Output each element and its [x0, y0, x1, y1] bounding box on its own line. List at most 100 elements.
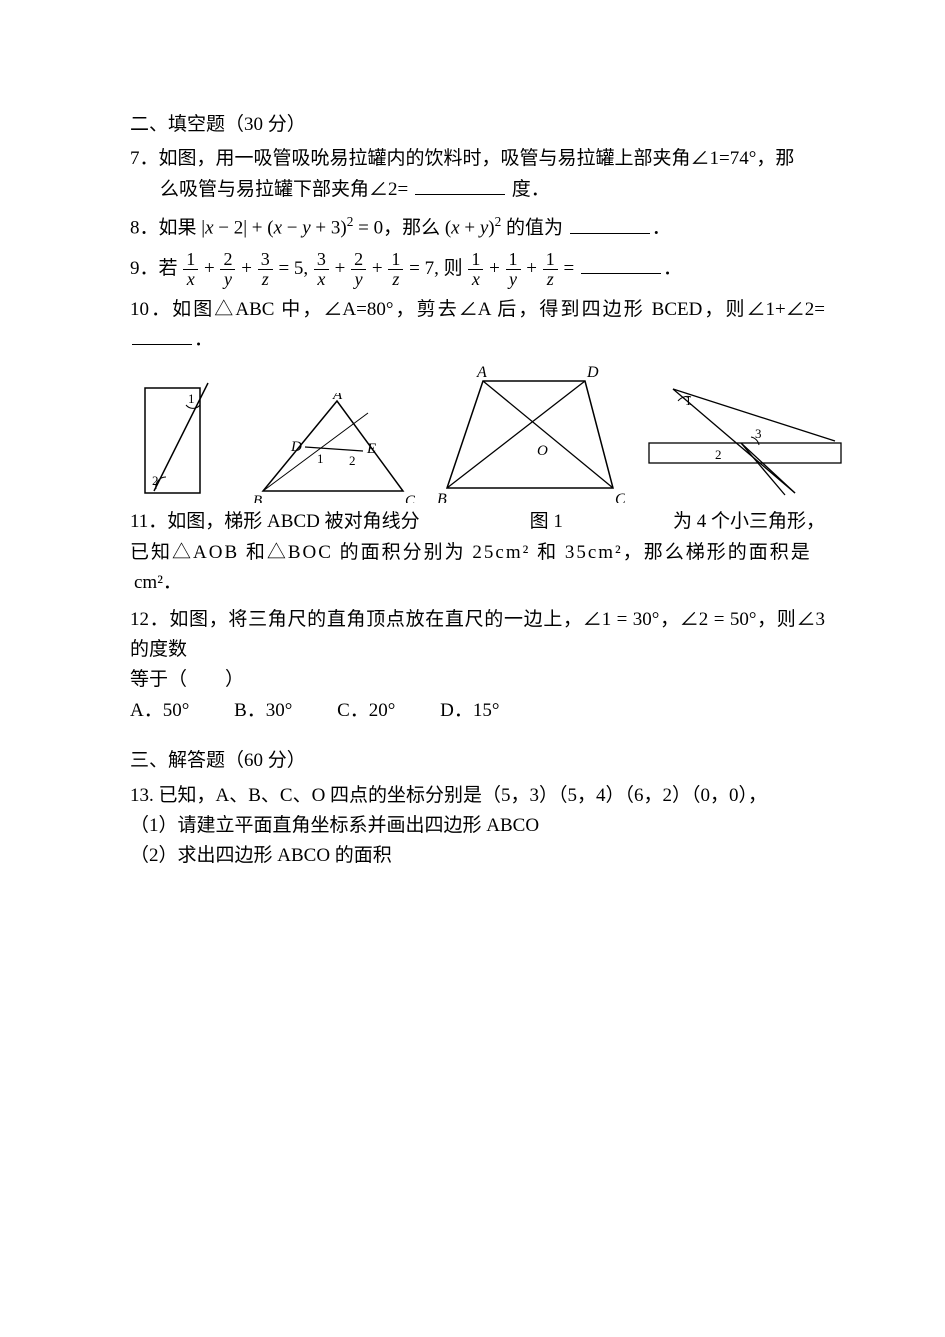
q7-line1: 7．如图，用一吸管吸吮易拉罐内的饮料时，吸管与易拉罐上部夹角∠1=74°，那 [130, 148, 794, 169]
q9-f8: 1y [506, 250, 521, 289]
svg-text:1: 1 [685, 393, 692, 408]
q8-t4: + [460, 218, 480, 239]
svg-text:B: B [437, 491, 447, 503]
q12-optA: A．50° [130, 696, 189, 726]
svg-text:D: D [290, 439, 302, 455]
fig4-svg: 1 3 2 [645, 383, 845, 503]
q9-f6n: 1 [388, 250, 403, 270]
q9-f4n: 3 [314, 250, 329, 270]
svg-text:C: C [405, 493, 415, 503]
q11-right: 为 4 个小三角形， [673, 507, 825, 537]
q9-f9d: z [543, 270, 558, 289]
q8-end: ． [652, 218, 671, 239]
svg-text:A: A [332, 393, 343, 403]
q9-f1d: x [183, 270, 198, 289]
q11-line3: cm²． [130, 568, 825, 598]
question-12: 12．如图，将三角尺的直角顶点放在直尺的一边上，∠1 = 30°，∠2 = 50… [130, 605, 825, 727]
q12-options: A．50° B．30° C．20° D．15° [130, 696, 825, 726]
q12-optB: B．30° [234, 696, 292, 726]
svg-text:1: 1 [188, 391, 195, 406]
q11-cm2: cm²． [134, 572, 182, 593]
q8-t3: + 3) [311, 218, 347, 239]
figure-3-trapezoid: ADBCO [435, 363, 625, 503]
q9-f5d: y [351, 270, 366, 289]
svg-text:O: O [537, 443, 548, 459]
q9-f9: 1z [543, 250, 558, 289]
q9-f7n: 1 [468, 250, 483, 270]
q9-end: ． [663, 258, 682, 279]
svg-text:E: E [366, 441, 376, 457]
figures-row: 12 ABCDE12 ADBCO 132 [130, 363, 825, 503]
q7-blank [415, 175, 505, 195]
fig2-svg: ABCDE12 [245, 393, 415, 503]
svg-text:2: 2 [715, 447, 722, 462]
q11-left: 11．如图，梯形 ABCD 被对角线分 [130, 507, 420, 537]
q9-f3n: 3 [258, 250, 273, 270]
q8-x2: x [274, 218, 282, 239]
q7-text2: 么吸管与易拉罐下部夹角∠2= [160, 179, 408, 200]
q8-t2: − [282, 218, 302, 239]
q8-blank [570, 214, 650, 234]
svg-text:B: B [253, 493, 262, 503]
q9-f6: 1z [388, 250, 403, 289]
q10-text: 10．如图△ABC 中，∠A=80°，剪去∠A 后，得到四边形 BCED，则∠1… [130, 299, 825, 320]
svg-text:3: 3 [755, 426, 762, 441]
q8-y1: y [302, 218, 310, 239]
q9-f8d: y [506, 270, 521, 289]
q9-f1n: 1 [183, 250, 198, 270]
q9-f5: 2y [351, 250, 366, 289]
q9-blank [581, 254, 661, 274]
q7-line2: 么吸管与易拉罐下部夹角∠2= 度． [130, 179, 550, 200]
q9-f3d: z [258, 270, 273, 289]
fig-caption: 图 1 [420, 507, 673, 537]
q8-y2: y [480, 218, 488, 239]
figure-4-setsquare: 1 3 2 [645, 383, 845, 503]
question-8: 8．如果 |x − 2| + (x − y + 3)2 = 0，那么 (x + … [130, 211, 825, 244]
q9-f2d: y [220, 270, 235, 289]
q9-f1: 1x [183, 250, 198, 289]
q9-f3: 3z [258, 250, 273, 289]
q12-line2: 等于（ ） [130, 669, 244, 690]
figure-1-can: 12 [130, 373, 225, 503]
question-7: 7．如图，用一吸管吸吮易拉罐内的饮料时，吸管与易拉罐上部夹角∠1=74°，那 么… [130, 144, 825, 205]
q10-end: ． [194, 329, 213, 350]
q9-f2: 2y [220, 250, 235, 289]
q8-x1: x [205, 218, 213, 239]
q13-sub2: （2）求出四边形 ABCO 的面积 [130, 845, 392, 866]
fig1-svg: 12 [130, 373, 225, 503]
spacer [130, 732, 825, 746]
fig3-svg: ADBCO [435, 363, 625, 503]
question-10: 10．如图△ABC 中，∠A=80°，剪去∠A 后，得到四边形 BCED，则∠1… [130, 295, 825, 356]
q9-f7: 1x [468, 250, 483, 289]
svg-text:2: 2 [152, 473, 159, 488]
q9-f8n: 1 [506, 250, 521, 270]
q9-f6d: z [388, 270, 403, 289]
q9-f7d: x [468, 270, 483, 289]
section2-title: 二、填空题（30 分） [130, 110, 825, 140]
svg-text:C: C [615, 491, 625, 503]
q9-f4: 3x [314, 250, 329, 289]
page: 二、填空题（30 分） 7．如图，用一吸管吸吮易拉罐内的饮料时，吸管与易拉罐上部… [0, 0, 945, 938]
q9-eq3: = [564, 258, 579, 279]
q9-f5n: 2 [351, 250, 366, 270]
q9-f2n: 2 [220, 250, 235, 270]
q11-line2: 已知△AOB 和△BOC 的面积分别为 25cm² 和 35cm²，那么梯形的面… [130, 538, 825, 568]
q10-blank [132, 325, 192, 345]
q12-optC: C．20° [337, 696, 395, 726]
q8-x3: x [451, 218, 459, 239]
q9-eq2: = 7, 则 [409, 258, 467, 279]
q13-sub1: （1）请建立平面直角坐标系并画出四边形 ABCO [130, 815, 539, 836]
q9-prefix: 9．若 [130, 258, 182, 279]
svg-text:1: 1 [317, 451, 324, 466]
q8-t1: − 2| + ( [214, 218, 274, 239]
q12-optD: D．15° [440, 696, 499, 726]
svg-text:D: D [586, 364, 599, 381]
q9-eq1: = 5, [278, 258, 312, 279]
q8-suffix: 的值为 [501, 218, 563, 239]
q8-mid: = 0，那么 ( [353, 218, 451, 239]
q8-prefix: 8．如果 | [130, 218, 205, 239]
figure-2-triangle: ABCDE12 [245, 393, 415, 503]
q13-line1: 13. 已知，A、B、C、O 四点的坐标分别是（5，3）（5，4）（6，2）（0… [130, 785, 767, 806]
q9-f9n: 1 [543, 250, 558, 270]
q11-row1: 11．如图，梯形 ABCD 被对角线分 图 1 为 4 个小三角形， [130, 507, 825, 537]
